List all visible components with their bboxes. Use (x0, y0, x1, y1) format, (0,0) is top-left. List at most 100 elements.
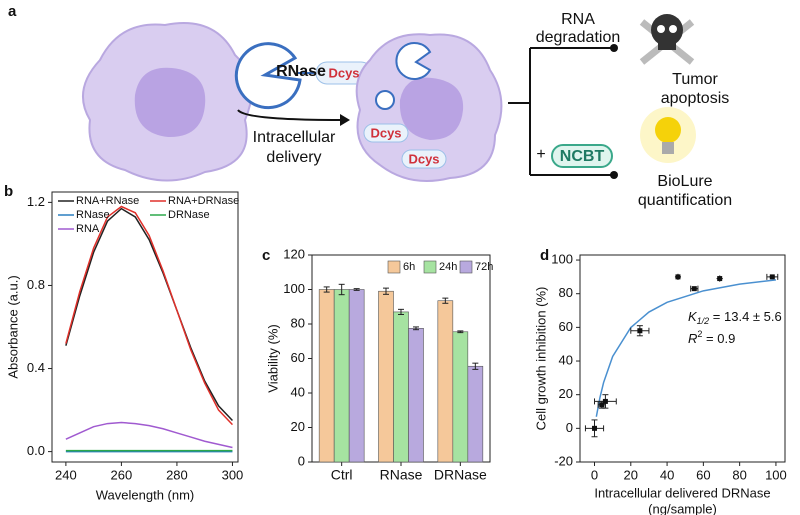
legend-label: 6h (403, 261, 415, 273)
y-tick-label: 80 (559, 285, 573, 300)
cell-tag: Dcys (408, 151, 439, 166)
branch (508, 47, 612, 176)
bar (467, 365, 484, 463)
r-squared: R2 = 0.9 (688, 329, 735, 346)
enzyme: RNase (276, 63, 326, 80)
line (65, 207, 233, 421)
skull-icon (639, 14, 695, 65)
legend-swatch (423, 260, 437, 274)
arrow (237, 109, 341, 121)
plot-frame (579, 254, 786, 463)
y-tick-label: 60 (291, 350, 305, 365)
bar (348, 289, 365, 463)
text: = 0.9 (702, 331, 735, 346)
x-axis-label: Intracellular delivered DRNase (594, 485, 770, 500)
legend-label: RNase (76, 209, 110, 221)
outcome: quantification (638, 192, 732, 209)
legend-label: RNA (76, 223, 100, 235)
error-bar (457, 330, 464, 334)
error-bar (338, 283, 345, 296)
x-tick-label: 280 (166, 467, 188, 482)
error-bar (323, 286, 330, 293)
y-axis-label: Cell growth inhibition (%) (533, 287, 548, 431)
panel-label: b (4, 183, 13, 200)
point (769, 274, 775, 280)
y-tick-label: 40 (291, 384, 305, 399)
bar (318, 289, 335, 463)
y-tick-label: 1.2 (27, 194, 45, 209)
point (602, 398, 608, 404)
outcome: Tumor (672, 71, 718, 88)
x-axis-label: Wavelength (nm) (96, 487, 195, 502)
dot (610, 171, 618, 179)
error-bar (413, 326, 419, 331)
tag: Dcys (328, 65, 359, 80)
line (65, 421, 233, 449)
y-tick-label: 0.8 (27, 277, 45, 292)
y-tick-label: 0 (566, 420, 573, 435)
legend-swatch (387, 260, 401, 274)
branch-label: degradation (536, 29, 621, 46)
superscript: 2 (697, 329, 702, 339)
line (65, 205, 233, 426)
error-bar (383, 287, 389, 295)
bar (333, 289, 350, 463)
point (717, 276, 723, 282)
outcome: apoptosis (661, 90, 730, 107)
error-bar (472, 362, 479, 370)
point (637, 328, 643, 334)
plus: + (536, 146, 545, 163)
k-half: K1/2 = 13.4 ± 5.6 (688, 309, 782, 326)
error-bar (442, 297, 449, 304)
y-tick-label: 20 (559, 386, 573, 401)
branch-label: RNA (561, 11, 595, 28)
y-tick-label: 100 (283, 281, 305, 296)
symbol: K (688, 309, 698, 324)
outcome: BioLure (657, 173, 712, 190)
y-tick-label: 80 (291, 315, 305, 330)
x-tick-label: 300 (222, 467, 244, 482)
x-tick-label: RNase (380, 467, 423, 483)
legend-label: 24h (439, 261, 457, 273)
cell (355, 33, 503, 182)
y-tick-label: 0.4 (27, 360, 45, 375)
point (599, 402, 605, 408)
arrow-head (340, 114, 350, 126)
bulb-icon (640, 107, 696, 163)
point (691, 286, 697, 292)
x-tick-label: 20 (624, 467, 638, 482)
y-tick-label: 0 (298, 453, 305, 468)
probe-pill (551, 144, 613, 168)
y-tick-label: 40 (559, 352, 573, 367)
fit-curve (595, 279, 777, 417)
subscript: 1/2 (697, 316, 710, 326)
symbol: R (688, 331, 697, 346)
arrow-label: delivery (266, 149, 321, 166)
panel-label: d (540, 247, 549, 264)
y-tick-label: -20 (554, 453, 573, 468)
y-tick-label: 20 (291, 419, 305, 434)
bar (408, 328, 424, 463)
bar (437, 300, 454, 463)
y-tick-label: 100 (551, 251, 573, 266)
panel-label: a (8, 3, 17, 20)
x-tick-label: 80 (732, 467, 746, 482)
point (675, 274, 681, 280)
legend-label: DRNase (168, 209, 210, 221)
cell (82, 22, 253, 182)
cell-tag: Dcys (370, 125, 401, 140)
error-bar (353, 288, 360, 291)
point (592, 425, 598, 431)
y-tick-label: 60 (559, 319, 573, 334)
y-axis-label: Viability (%) (265, 324, 280, 392)
x-tick-label: 60 (696, 467, 710, 482)
x-tick-label: Ctrl (331, 467, 353, 483)
plot-frame (51, 191, 239, 463)
text: = 13.4 ± 5.6 (709, 309, 782, 324)
bar (393, 311, 409, 463)
panel-label: c (262, 247, 270, 264)
x-tick-label: 100 (765, 467, 787, 482)
bar (378, 290, 394, 463)
bar (452, 331, 469, 463)
